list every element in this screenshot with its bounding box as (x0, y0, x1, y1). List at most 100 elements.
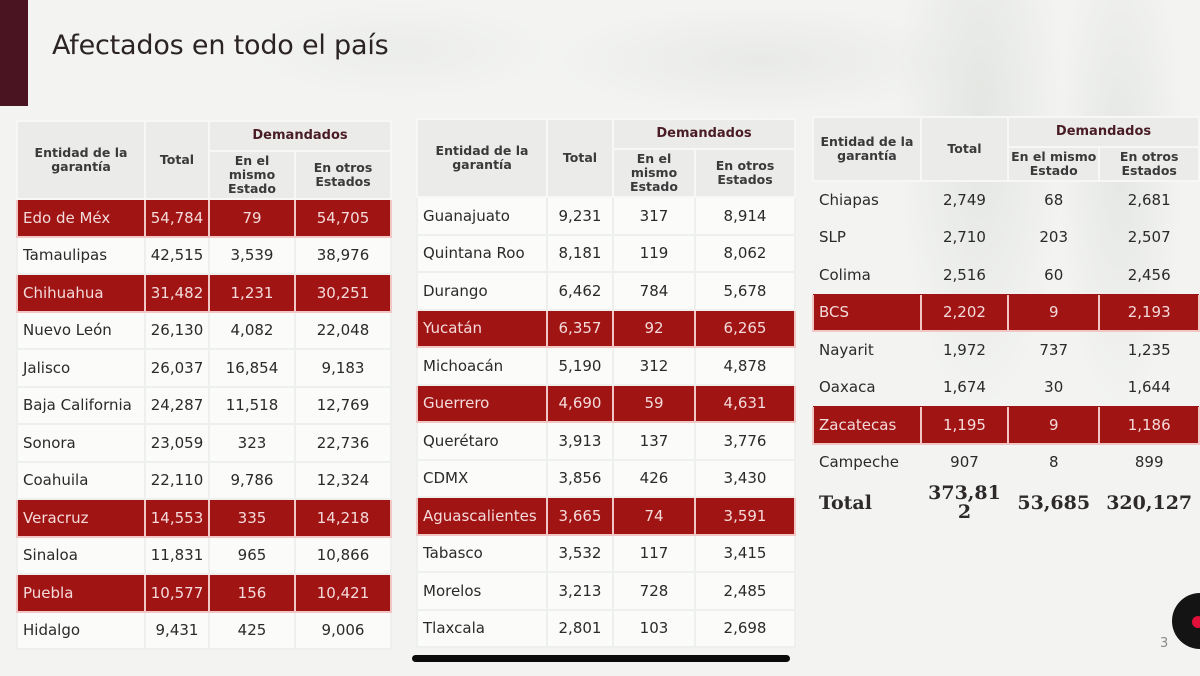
same-state-cell: 117 (612, 533, 696, 573)
same-state-cell: 30 (1044, 378, 1064, 397)
total-cell: 10,577 (144, 573, 210, 613)
other-states-cell: 8,914 (693, 196, 797, 236)
total-cell: 2,801 (546, 608, 614, 648)
same-state-cell: 317 (612, 196, 696, 236)
table-row: Yucatán 6,357 92 6,265 (416, 308, 797, 348)
header-otros-estados: En otros Estados (293, 150, 393, 200)
total-cell: 3,665 (546, 496, 614, 536)
entity-cell: CDMX (416, 458, 548, 498)
table-row: Querétaro 3,913 137 3,776 (416, 421, 797, 461)
table-row: Nuevo León 26,130 4,082 22,048 (16, 310, 393, 350)
total-cell: 54,784 (144, 198, 210, 238)
entity-cell: Aguascalientes (416, 496, 548, 536)
other-states-cell: 2,698 (693, 608, 797, 648)
other-states-cell: 3,430 (693, 458, 797, 498)
same-state-cell: 60 (1044, 265, 1064, 284)
same-state-cell: 74 (612, 496, 696, 536)
same-state-cell: 103 (612, 608, 696, 648)
home-indicator[interactable] (412, 655, 790, 662)
entity-cell: Campeche (819, 453, 900, 472)
same-state-cell: 425 (208, 610, 296, 650)
total-cell: 3,213 (546, 571, 614, 611)
same-state-cell: 4,082 (208, 310, 296, 350)
total-cell: 26,037 (144, 348, 210, 388)
table-row: Jalisco 26,037 16,854 9,183 (16, 348, 393, 388)
header-mismo-estado: En el mismo Estado (612, 148, 696, 198)
total-cell: 6,357 (546, 308, 614, 348)
record-button[interactable] (1172, 593, 1200, 649)
entity-cell: Puebla (16, 573, 146, 613)
table-row: Sonora 23,059 323 22,736 (16, 423, 393, 463)
total-cell: 2,749 (943, 190, 986, 209)
entity-cell: Querétaro (416, 421, 548, 461)
states-table-2: Entidad de la garantía Total Demandados … (416, 118, 797, 648)
table-row: Nayarit 1,972 737 1,235 (813, 331, 1199, 369)
total-label: Total (819, 491, 872, 514)
total-cell: 42,515 (144, 235, 210, 275)
entity-cell: BCS (812, 292, 922, 332)
same-state-cell: 312 (612, 346, 696, 386)
record-dot-icon (1192, 616, 1200, 628)
same-state-cell: 728 (612, 571, 696, 611)
other-states-cell: 10,866 (293, 535, 393, 575)
same-state-cell: 3,539 (208, 235, 296, 275)
states-table-1: Entidad de la garantía Total Demandados … (16, 120, 393, 650)
other-states-cell: 3,776 (693, 421, 797, 461)
header-total: Total (546, 118, 614, 198)
table-row: Tamaulipas 42,515 3,539 38,976 (16, 235, 393, 275)
entity-cell: Quintana Roo (416, 233, 548, 273)
other-states-cell: 22,736 (293, 423, 393, 463)
total-cell: 4,690 (546, 383, 614, 423)
table-row: Puebla 10,577 156 10,421 (16, 573, 393, 613)
entity-cell: Yucatán (416, 308, 548, 348)
other-states-cell: 38,976 (293, 235, 393, 275)
table-row: Hidalgo 9,431 425 9,006 (16, 610, 393, 650)
table-row: Baja California 24,287 11,518 12,769 (16, 385, 393, 425)
other-states-cell: 4,878 (693, 346, 797, 386)
other-states-cell: 14,218 (293, 498, 393, 538)
table-row: Chiapas 2,749 68 2,681 (813, 181, 1199, 219)
header-entidad: Entidad de la garantía (16, 120, 146, 200)
same-state-cell: 9 (1007, 405, 1101, 445)
other-states-cell: 2,681 (1127, 190, 1171, 209)
other-states-cell: 2,485 (693, 571, 797, 611)
other-states-cell: 30,251 (293, 273, 393, 313)
other-states-cell: 5,678 (693, 271, 797, 311)
total-cell: 8,181 (546, 233, 614, 273)
total-mismo-estado: 53,685 (1017, 491, 1091, 514)
table-row: Tlaxcala 2,801 103 2,698 (416, 608, 797, 648)
entity-cell: Nuevo León (16, 310, 146, 350)
entity-cell: Chihuahua (16, 273, 146, 313)
other-states-cell: 3,415 (693, 533, 797, 573)
total-cell: 5,190 (546, 346, 614, 386)
page-number: 3 (1160, 636, 1169, 651)
other-states-cell: 54,705 (293, 198, 393, 238)
same-state-cell: 965 (208, 535, 296, 575)
header-entidad: Entidad de la garantía (812, 116, 922, 182)
same-state-cell: 335 (208, 498, 296, 538)
total-cell: 11,831 (144, 535, 210, 575)
same-state-cell: 203 (1039, 228, 1069, 247)
total-cell: 3,913 (546, 421, 614, 461)
table-row: Tabasco 3,532 117 3,415 (416, 533, 797, 573)
entity-cell: Guanajuato (416, 196, 548, 236)
table-row: Guanajuato 9,231 317 8,914 (416, 196, 797, 236)
header-demandados: Demandados (207, 120, 393, 152)
entity-cell: Tamaulipas (16, 235, 146, 275)
total-cell: 14,553 (144, 498, 210, 538)
table-row: Zacatecas 1,195 9 1,186 (812, 405, 1200, 445)
table-row: Veracruz 14,553 335 14,218 (16, 498, 393, 538)
entity-cell: Jalisco (16, 348, 146, 388)
other-states-cell: 2,456 (1127, 265, 1171, 284)
other-states-cell: 9,183 (293, 348, 393, 388)
table-row: Chihuahua 31,482 1,231 30,251 (16, 273, 393, 313)
table-row: CDMX 3,856 426 3,430 (416, 458, 797, 498)
other-states-cell: 22,048 (293, 310, 393, 350)
same-state-cell: 156 (208, 573, 296, 613)
header-mismo-estado: En el mismo Estado (208, 150, 296, 200)
entity-cell: Coahuila (16, 460, 146, 500)
other-states-cell: 2,507 (1127, 228, 1171, 247)
table-row: Guerrero 4,690 59 4,631 (416, 383, 797, 423)
total-total: 373,812 (928, 482, 1001, 523)
other-states-cell: 8,062 (693, 233, 797, 273)
